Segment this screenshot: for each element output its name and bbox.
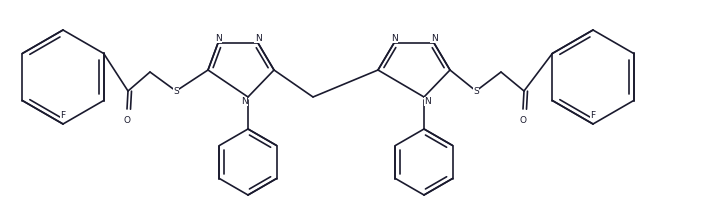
- Text: N: N: [424, 97, 431, 106]
- Text: N: N: [255, 34, 261, 43]
- Text: N: N: [241, 97, 248, 106]
- Text: N: N: [215, 34, 222, 43]
- Text: F: F: [590, 111, 596, 120]
- Text: O: O: [520, 116, 527, 125]
- Text: S: S: [173, 86, 179, 95]
- Text: N: N: [390, 34, 397, 43]
- Text: F: F: [61, 111, 66, 120]
- Text: S: S: [473, 86, 479, 95]
- Text: O: O: [124, 116, 131, 125]
- Text: N: N: [431, 34, 438, 43]
